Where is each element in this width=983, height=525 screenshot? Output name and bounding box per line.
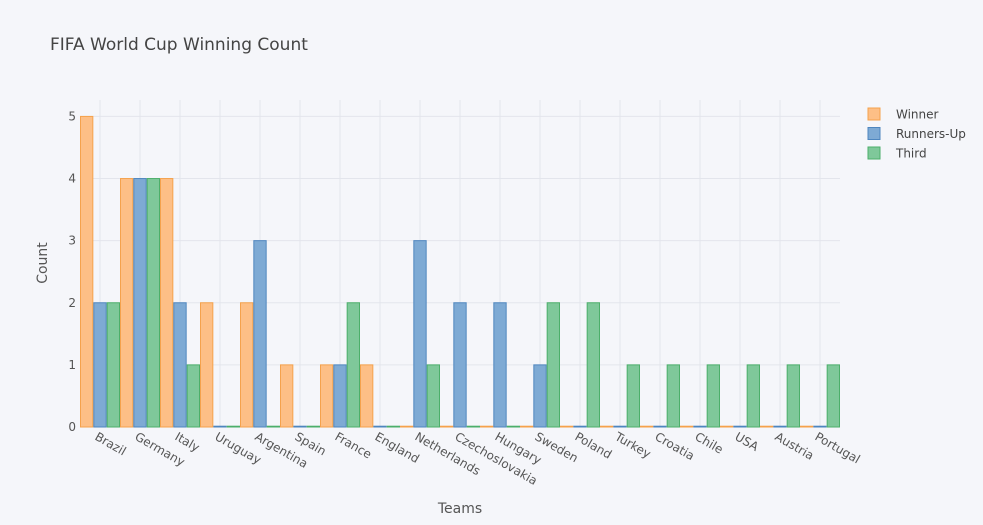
y-tick-label: 4 bbox=[68, 172, 76, 186]
x-tick-label: France bbox=[333, 429, 375, 461]
bars-layer bbox=[80, 115, 841, 428]
bar bbox=[240, 302, 254, 428]
bar bbox=[146, 178, 161, 428]
bar bbox=[493, 302, 507, 428]
bar bbox=[613, 425, 627, 428]
bar bbox=[706, 364, 721, 428]
bar bbox=[813, 425, 827, 428]
bar bbox=[453, 302, 467, 428]
bar bbox=[773, 425, 787, 428]
bar bbox=[573, 425, 587, 428]
x-tick-label: Brazil bbox=[93, 429, 129, 458]
bar bbox=[200, 302, 214, 428]
bar bbox=[426, 364, 440, 428]
bar bbox=[360, 364, 374, 428]
y-tick-label: 5 bbox=[68, 109, 76, 123]
bar bbox=[293, 425, 307, 428]
bar bbox=[760, 425, 774, 428]
bar bbox=[746, 364, 761, 428]
x-tick-label: Turkey bbox=[612, 429, 654, 461]
bar bbox=[546, 302, 561, 428]
legend: Winner Runners-Up Third bbox=[867, 107, 966, 161]
bar bbox=[640, 425, 654, 428]
y-tick-label: 2 bbox=[68, 296, 76, 310]
bar bbox=[666, 364, 681, 428]
bar bbox=[213, 425, 227, 428]
bar bbox=[320, 364, 334, 428]
bar bbox=[440, 425, 454, 428]
x-tick-label: England bbox=[373, 429, 422, 465]
bar bbox=[800, 425, 814, 428]
legend-label: Winner bbox=[896, 108, 939, 122]
bar bbox=[733, 425, 747, 428]
bar bbox=[80, 115, 94, 428]
x-tick-label: Austria bbox=[773, 429, 817, 462]
bar bbox=[133, 178, 147, 428]
y-tick-label: 1 bbox=[68, 358, 76, 372]
y-axis-title: Count bbox=[35, 242, 51, 284]
bar bbox=[653, 425, 667, 428]
bar bbox=[533, 364, 547, 428]
y-tick-label: 3 bbox=[68, 234, 76, 248]
x-axis-title: Teams bbox=[437, 501, 482, 517]
bar bbox=[253, 240, 267, 428]
bar bbox=[280, 364, 294, 428]
bar bbox=[413, 240, 427, 428]
bar bbox=[720, 425, 734, 428]
bar bbox=[626, 364, 641, 428]
x-tick-label: USA bbox=[733, 429, 762, 454]
bar bbox=[346, 302, 360, 428]
bar bbox=[680, 425, 694, 428]
x-tick-label: Chile bbox=[693, 429, 726, 456]
x-tick-label: Croatia bbox=[653, 429, 697, 463]
bar bbox=[386, 425, 400, 428]
legend-swatch bbox=[867, 146, 881, 160]
bar bbox=[120, 178, 134, 428]
bar bbox=[173, 302, 187, 428]
bar bbox=[400, 425, 414, 428]
bar bbox=[600, 425, 614, 428]
bar bbox=[333, 364, 347, 428]
bar bbox=[306, 425, 320, 428]
legend-label: Third bbox=[895, 147, 927, 161]
bar bbox=[93, 302, 107, 428]
x-tick-label: Portugal bbox=[813, 429, 863, 466]
bar bbox=[480, 425, 494, 428]
bar bbox=[226, 425, 241, 428]
chart-title: FIFA World Cup Winning Count bbox=[50, 35, 308, 55]
legend-label: Runners-Up bbox=[896, 127, 966, 141]
y-tick-label: 0 bbox=[68, 420, 76, 434]
x-tick-label: Poland bbox=[573, 429, 615, 461]
bar bbox=[506, 425, 520, 428]
bar bbox=[186, 364, 201, 428]
bar bbox=[266, 425, 280, 428]
bar bbox=[520, 425, 534, 428]
bar bbox=[466, 425, 480, 428]
bar bbox=[560, 425, 574, 428]
bar bbox=[826, 364, 841, 428]
bar bbox=[586, 302, 601, 428]
legend-swatch bbox=[867, 127, 881, 140]
bar bbox=[106, 302, 120, 428]
bar bbox=[373, 425, 387, 428]
bar bbox=[786, 364, 801, 428]
bar bbox=[160, 178, 174, 428]
bar bbox=[693, 425, 707, 428]
legend-swatch bbox=[867, 107, 881, 121]
